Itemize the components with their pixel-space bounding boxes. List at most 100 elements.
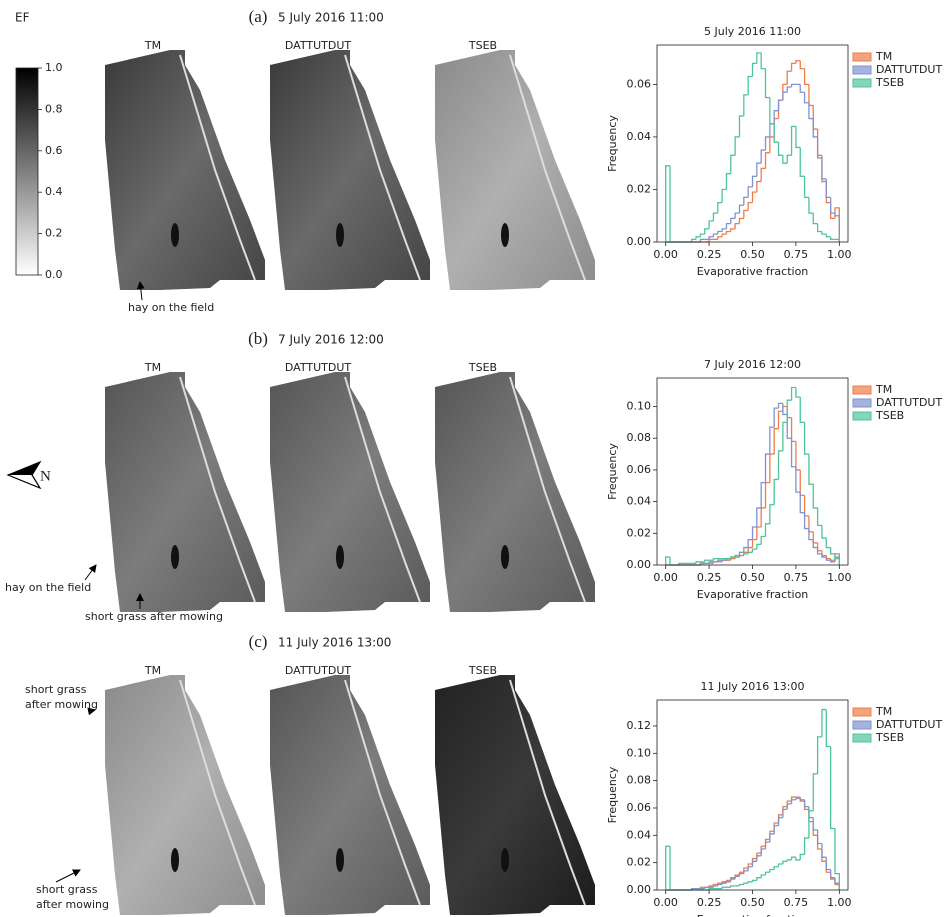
histogram-step (825, 861, 831, 873)
histogram-step (812, 821, 818, 836)
histogram-step (782, 860, 788, 865)
histogram-step (764, 523, 770, 537)
y-tick-label: 0.00 (627, 883, 652, 896)
histogram-step (795, 441, 801, 471)
histogram-step (825, 181, 831, 204)
histogram-step (769, 830, 775, 840)
histogram-step (825, 709, 831, 748)
map-road (509, 679, 586, 906)
histogram-step (829, 558, 835, 561)
y-tick-label: 0.04 (627, 495, 652, 508)
histogram-step (721, 228, 727, 232)
north-label: N (40, 468, 51, 484)
histogram-step (777, 402, 783, 409)
map-image (105, 372, 265, 612)
column-title: DATTUTDUT (285, 361, 351, 374)
histogram-step (730, 154, 736, 174)
histogram-step (756, 507, 762, 527)
histogram-step (799, 797, 805, 802)
histogram-step (808, 454, 814, 485)
histogram-step (803, 176, 809, 198)
histogram-step (747, 75, 753, 95)
panel-label: (a) (249, 7, 268, 26)
histogram-step (825, 234, 831, 238)
y-tick-label: 0.04 (627, 130, 652, 143)
histogram-step (786, 154, 792, 164)
histogram-step (816, 736, 822, 774)
y-tick-label: 0.00 (627, 235, 652, 248)
histogram-step (821, 550, 827, 557)
histogram-step (799, 469, 805, 496)
histogram-step (725, 222, 731, 229)
histogram-step (760, 845, 766, 854)
y-axis-label: Frequency (606, 115, 619, 172)
x-tick-label: 0.25 (697, 571, 722, 584)
legend-label: DATTUTDUT (876, 396, 942, 409)
histogram-step (816, 835, 822, 850)
annotation: short grass (36, 883, 98, 896)
histogram-step (747, 863, 753, 869)
histogram-step (803, 422, 809, 455)
histogram-step (821, 553, 827, 558)
y-tick-label: 0.10 (627, 400, 652, 413)
histogram-step (825, 857, 831, 871)
panel-date: 5 July 2016 11:00 (278, 11, 384, 25)
histogram-step (725, 173, 731, 190)
histogram-step (825, 555, 831, 560)
histogram-step (721, 233, 727, 237)
histogram-step (743, 870, 749, 874)
histogram-step (769, 136, 775, 153)
histogram-step (829, 547, 835, 555)
histogram-step (795, 797, 801, 800)
map-image (270, 675, 430, 915)
histogram-step (764, 841, 770, 849)
histogram-step (764, 838, 770, 847)
histogram-step (799, 492, 805, 514)
histogram-step (760, 167, 766, 182)
map-road (344, 54, 421, 281)
histogram-step (782, 808, 788, 818)
histogram-step (808, 806, 814, 819)
histogram-step (786, 803, 792, 810)
histogram-step (738, 115, 744, 137)
histogram-step (721, 886, 727, 889)
annotation: after mowing (36, 898, 109, 911)
histogram-series (665, 386, 840, 566)
x-tick-label: 0.00 (653, 896, 678, 909)
histogram-step (829, 746, 835, 830)
histogram-step (808, 84, 814, 107)
histogram-step (743, 867, 749, 873)
histogram-step (821, 848, 827, 862)
histogram-step (808, 528, 814, 541)
histogram-step (669, 557, 675, 566)
histogram-step (790, 125, 796, 156)
x-tick-label: 1.00 (827, 248, 852, 261)
histogram-step (747, 551, 753, 554)
histogram-step (665, 845, 671, 890)
histogram-step (790, 438, 796, 468)
histogram-step (816, 129, 822, 156)
histogram-step (751, 191, 757, 203)
histogram-step (834, 213, 840, 242)
histogram-step (777, 814, 783, 824)
histogram-step (790, 856, 796, 860)
x-tick-label: 0.25 (697, 248, 722, 261)
histogram-step (704, 559, 710, 562)
column-title: TM (144, 39, 161, 52)
histogram-step (799, 397, 805, 424)
map-feature (501, 848, 509, 872)
map-image (435, 675, 595, 915)
histogram-step (738, 872, 744, 877)
histogram-step (782, 403, 788, 416)
histogram-step (799, 147, 805, 177)
x-tick-label: 0.50 (740, 571, 765, 584)
legend-label: TSEB (875, 731, 904, 744)
histogram-step (751, 526, 757, 540)
map-image (270, 50, 430, 290)
histogram-step (730, 878, 736, 882)
histogram-step (743, 882, 749, 885)
histogram-step (730, 885, 736, 888)
histogram-step (782, 91, 788, 101)
histogram-step (734, 212, 740, 219)
